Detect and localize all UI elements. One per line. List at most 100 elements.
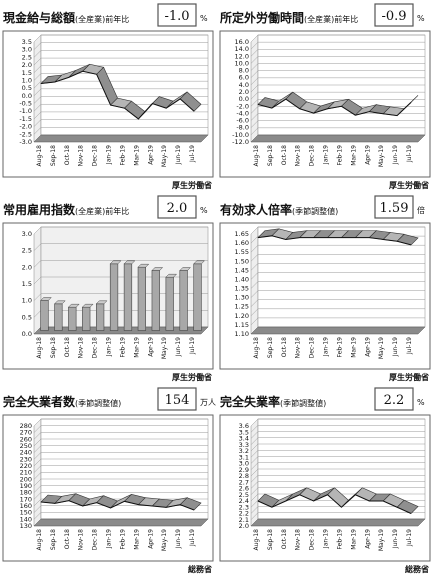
y-tick-label: 1.30 [235, 294, 249, 302]
x-tick-label: Aug-18 [36, 529, 43, 551]
y-tick-label: 3.6 [239, 422, 249, 430]
bar [68, 306, 77, 331]
y-tick-label: 0.0 [22, 92, 32, 100]
grid-line-side [33, 88, 42, 97]
grid-line-side [33, 472, 42, 480]
x-tick-label: Jan-19 [323, 529, 330, 549]
y-tick-label: 2.3 [239, 503, 249, 511]
x-tick-label: Dec-18 [92, 337, 99, 359]
grid-line-side [250, 41, 259, 50]
y-tick-label: 160 [20, 502, 32, 510]
y-tick-label: 1.55 [235, 248, 249, 256]
y-tick-label: 3.4 [239, 435, 249, 443]
y-tick-label: 1.20 [235, 312, 249, 320]
x-tick-label: Aug-18 [253, 337, 260, 359]
x-tick-label: Oct-18 [281, 529, 288, 549]
x-tick-label: Oct-18 [281, 337, 288, 357]
x-tick-label: Aug-18 [253, 145, 260, 167]
x-tick-label: Dec-18 [309, 337, 316, 359]
bar-top [40, 297, 52, 301]
grid-line-side [33, 293, 42, 301]
x-tick-label: Jan-19 [106, 529, 113, 549]
y-tick-label: 3.0 [22, 46, 32, 54]
x-tick-label: Feb-19 [336, 337, 343, 358]
unit: 万人 [200, 398, 216, 407]
x-tick-label: Feb-19 [336, 145, 343, 166]
grid-line-side [33, 310, 42, 318]
y-tick-label: 2.5 [22, 247, 32, 255]
y-tick-label: 220 [20, 462, 32, 470]
latest-value: 1.59 [380, 201, 409, 216]
x-tick-label: Jan-19 [323, 145, 330, 165]
grid-line-side [250, 299, 259, 307]
grid-line-side [250, 254, 259, 262]
value-box [374, 3, 414, 27]
x-tick-label: Nov-18 [78, 529, 85, 551]
grid-line-side [250, 462, 259, 470]
y-tick-label: 1.0 [22, 76, 32, 84]
grid-line-side [33, 80, 42, 89]
grid-line-side [33, 438, 42, 447]
x-tick-label: Feb-19 [336, 529, 343, 550]
grid-line-side [250, 500, 259, 508]
y-tick-label: 1.5 [22, 280, 32, 288]
grid-line-side [250, 456, 259, 464]
panel-title: 完全失業者数(季節調整値) [3, 394, 121, 409]
grid-line-side [33, 458, 42, 467]
title-main: 常用雇用指数 [3, 202, 76, 217]
latest-value: -1.0 [164, 9, 189, 24]
x-tick-label: Sep-18 [267, 337, 274, 358]
side-wall [250, 226, 259, 335]
x-tick-label: May-19 [161, 337, 168, 359]
title-sub: (全産業)前年比 [75, 14, 129, 24]
grid-line-side [33, 465, 42, 473]
panel-title: 完全失業率(季節調整値) [220, 394, 326, 409]
y-tick-label: 1.50 [235, 257, 249, 265]
y-tick-label: -1.0 [19, 107, 32, 115]
x-tick-label: Mar-19 [133, 145, 140, 166]
title-main: 現金給与総額 [3, 10, 75, 25]
x-tick-label: Jul-19 [189, 529, 196, 547]
grid-line-side [250, 113, 259, 121]
x-tick-label: Apr-19 [364, 145, 371, 165]
x-tick-label: Jul-19 [406, 337, 413, 355]
y-tick-label: 2.6 [239, 485, 249, 493]
y-tick-label: 1.5 [22, 69, 32, 77]
bar [123, 263, 133, 331]
y-tick-label: 2.8 [239, 472, 249, 480]
grid-line-side [33, 111, 42, 120]
x-tick-label: Apr-19 [147, 529, 154, 549]
x-tick-label: Sep-18 [267, 529, 274, 550]
bar [95, 303, 105, 331]
source: 総務省 [405, 564, 429, 574]
bar-top [165, 273, 178, 278]
y-tick-label: 0.0 [239, 95, 249, 103]
y-tick-label: 14.0 [235, 45, 249, 53]
bar [151, 270, 160, 331]
grid-line-side [33, 512, 42, 520]
grid-line-side [250, 493, 259, 502]
x-tick-label: Dec-18 [309, 529, 316, 551]
y-tick-label: 150 [20, 509, 32, 517]
bar [165, 276, 174, 331]
grid-line-side [250, 34, 259, 43]
x-tick-label: Nov-18 [295, 145, 302, 167]
line [40, 500, 195, 511]
x-tick-label: Feb-19 [119, 529, 126, 550]
grid-line-side [250, 431, 259, 439]
x-tick-label: Sep-18 [50, 337, 57, 358]
x-tick-label: Mar-19 [350, 337, 357, 358]
grid-line-side [250, 226, 259, 235]
panel-title: 常用雇用指数(全産業)前年比 [3, 202, 129, 217]
y-tick-label: 180 [20, 489, 32, 497]
side-wall [33, 34, 42, 143]
y-tick-label: 1.35 [235, 285, 249, 293]
grid-line-side [250, 127, 259, 136]
y-tick-label: -1.5 [19, 115, 32, 123]
grid-line-side [33, 452, 42, 460]
title-sub: (季節調整値) [292, 206, 338, 216]
x-tick-label: May-19 [161, 529, 168, 551]
y-tick-label: -12.0 [232, 138, 249, 146]
value-box [157, 3, 197, 27]
y-tick-label: 1.40 [235, 275, 249, 283]
